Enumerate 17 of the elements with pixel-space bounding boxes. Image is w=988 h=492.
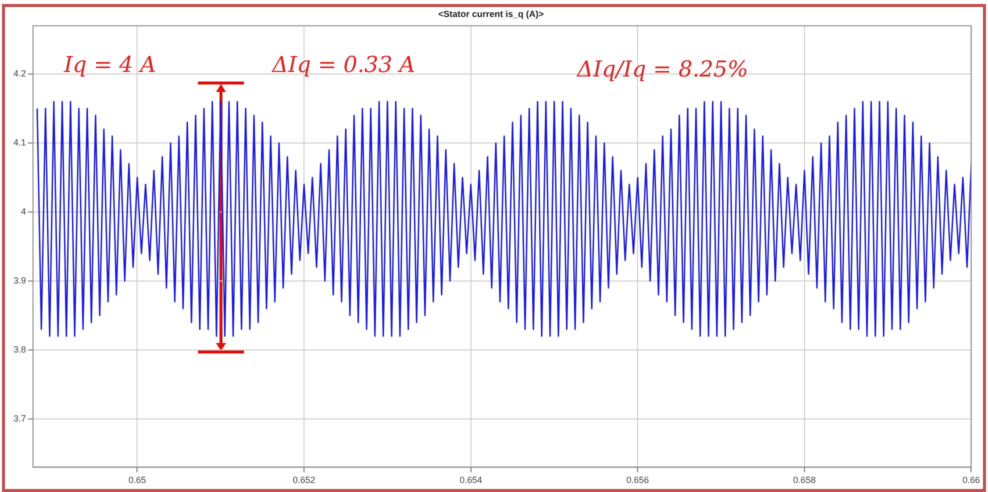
x-tick-label: 0.652	[292, 475, 316, 486]
y-tick-label: 3.9	[13, 275, 26, 286]
y-tick-label: 3.7	[13, 413, 26, 424]
y-tick-label: 4.2	[13, 68, 26, 79]
y-tick-label: 3.8	[13, 344, 26, 354]
x-tick-label: 0.658	[793, 475, 816, 486]
frame-border: <Stator current is_q (A)> 0.65 0.652 0.654 0.656 0.658 0.66 3.7 3.8 3.9 4 4.1 4.2 Iq = 4 A ΔIq = 0.33 A ΔIq/Iq = 8.25%	[2, 4, 986, 492]
x-tick-label: 0.65	[128, 475, 146, 486]
annotation: Iq = 4 A	[62, 53, 156, 78]
x-tick-label: 0.654	[460, 475, 482, 486]
annotation: ΔIq = 0.33 A	[271, 53, 416, 78]
chart-title: <Stator current is_q (A)>	[438, 8, 544, 19]
x-tick-label: 0.66	[962, 475, 980, 486]
y-tick-label: 4	[20, 206, 26, 216]
x-tick-label: 0.656	[626, 475, 649, 486]
annotation: ΔIq/Iq = 8.25%	[576, 58, 748, 83]
y-tick-label: 4.1	[13, 138, 26, 148]
